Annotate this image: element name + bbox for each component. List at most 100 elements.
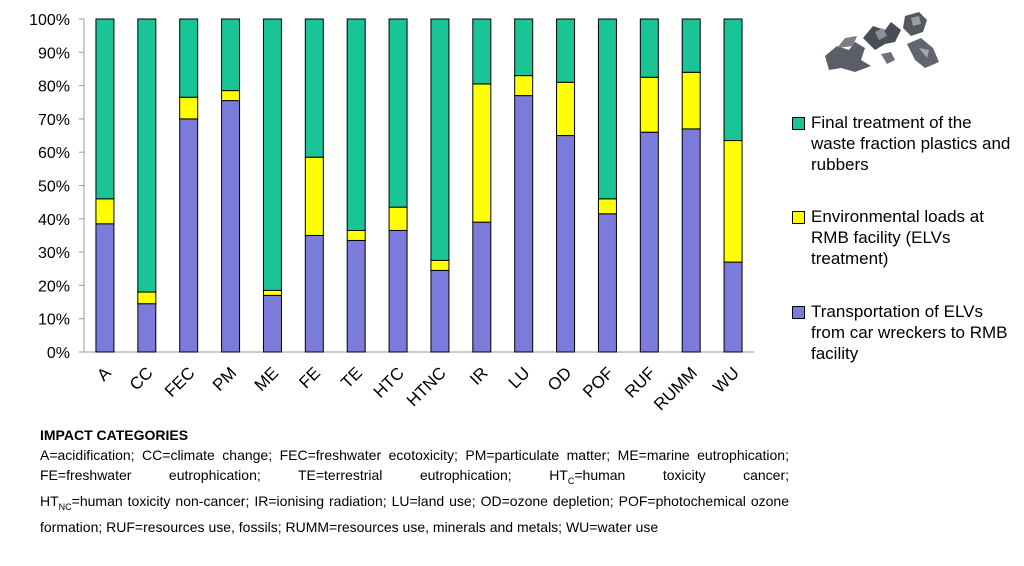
bar-segment-te-series-0 bbox=[346, 239, 366, 353]
bar-segment-ir-series-0 bbox=[472, 221, 492, 353]
chart-bars bbox=[95, 18, 743, 353]
legend-item-environmental-loads: Environmental loads at RMB facility (ELV… bbox=[792, 206, 1016, 269]
bar-segment-me-series-2 bbox=[262, 18, 282, 291]
bar-segment-rumm-series-1 bbox=[681, 71, 701, 130]
bar-segment-fec-series-2 bbox=[179, 18, 199, 98]
y-tick-label: 70% bbox=[38, 112, 70, 129]
y-tick-label: 90% bbox=[38, 45, 70, 62]
x-tick-label: LU bbox=[505, 363, 534, 392]
bar-segment-htnc-series-0 bbox=[430, 269, 450, 353]
notes-text-part1: A=acidification; CC=climate change; FEC=… bbox=[40, 447, 789, 483]
bar-segment-me-series-0 bbox=[262, 294, 282, 353]
x-tick-label: TE bbox=[337, 363, 366, 392]
bar-segment-wu-series-0 bbox=[723, 261, 743, 353]
x-tick-label: A bbox=[93, 363, 115, 385]
x-tick-label: HTNC bbox=[403, 363, 450, 410]
bar-segment-pm-series-2 bbox=[221, 18, 241, 92]
bar-segment-me-series-1 bbox=[262, 289, 282, 296]
bar-segment-cc-series-2 bbox=[137, 18, 157, 293]
legend-swatch-environmental-loads bbox=[792, 211, 805, 224]
bar-segment-cc-series-1 bbox=[137, 291, 157, 305]
bar-segment-a-series-2 bbox=[95, 18, 115, 200]
legend-swatch-transportation bbox=[792, 306, 805, 319]
bar-segment-htnc-series-1 bbox=[430, 259, 450, 271]
x-tick-label: WU bbox=[709, 363, 742, 396]
rubber-piece bbox=[911, 16, 921, 26]
bar-segment-te-series-1 bbox=[346, 229, 366, 241]
bar-segment-od-series-0 bbox=[556, 135, 576, 353]
bar-segment-fec-series-0 bbox=[179, 118, 199, 353]
legend-label-final-treatment: Final treatment of the waste fraction pl… bbox=[811, 113, 1011, 174]
x-tick-label: PM bbox=[209, 363, 240, 394]
x-tick-label: RUMM bbox=[650, 363, 701, 414]
legend-label-environmental-loads: Environmental loads at RMB facility (ELV… bbox=[811, 207, 984, 268]
bar-segment-od-series-1 bbox=[556, 81, 576, 137]
bar-segment-wu-series-1 bbox=[723, 140, 743, 263]
bar-segment-lu-series-0 bbox=[514, 95, 534, 353]
rubber-piece bbox=[825, 42, 871, 72]
x-tick-label: ME bbox=[251, 363, 282, 394]
bar-segment-pof-series-1 bbox=[597, 198, 617, 215]
bar-segment-pof-series-0 bbox=[597, 213, 617, 353]
legend-swatch-final-treatment bbox=[792, 117, 805, 130]
y-tick-label: 60% bbox=[38, 145, 70, 162]
bar-segment-wu-series-2 bbox=[723, 18, 743, 142]
bar-segment-ir-series-2 bbox=[472, 18, 492, 85]
stacked-bar-chart: 0% 10% 20% 30% 40% 50% 60% 70% 80% 90% 100% A CC FEC… bbox=[29, 12, 754, 414]
x-tick-label: FE bbox=[295, 363, 324, 392]
x-tick-label: POF bbox=[579, 363, 617, 401]
y-tick-label: 20% bbox=[38, 278, 70, 295]
bar-segment-pof-series-2 bbox=[597, 18, 617, 200]
x-tick-label: RUF bbox=[621, 363, 659, 401]
notes-text-part2: IR=ionising radiation; LU=land use; OD=o… bbox=[40, 492, 790, 535]
bar-segment-cc-series-0 bbox=[137, 303, 157, 353]
bar-segment-htc-series-0 bbox=[388, 229, 408, 353]
bar-segment-pm-series-1 bbox=[221, 90, 241, 102]
bar-segment-rumm-series-0 bbox=[681, 128, 701, 353]
bar-segment-htnc-series-2 bbox=[430, 18, 450, 261]
y-tick-label: 40% bbox=[38, 212, 70, 229]
legend-item-transportation: Transportation of ELVs from car wreckers… bbox=[792, 301, 1016, 364]
x-tick-label: FEC bbox=[161, 363, 198, 400]
rubber-piece bbox=[919, 48, 929, 58]
x-tick-label: OD bbox=[544, 363, 575, 394]
y-tick-label: 30% bbox=[38, 245, 70, 262]
notes-abbrev-htnc: HTNC=human toxicity non-cancer; bbox=[40, 492, 250, 512]
bar-segment-a-series-1 bbox=[95, 198, 115, 225]
rubber-piece bbox=[881, 52, 895, 64]
impact-categories-notes: IMPACT CATEGORIES A=acidification; CC=cl… bbox=[40, 425, 789, 537]
y-tick-label: 50% bbox=[38, 179, 70, 196]
notes-abbrev-htc: HTC=human toxicity cancer; bbox=[549, 467, 789, 486]
bar-segment-lu-series-1 bbox=[514, 75, 534, 97]
bar-segment-te-series-2 bbox=[346, 18, 366, 231]
bar-segment-a-series-0 bbox=[95, 223, 115, 353]
bar-segment-ruf-series-0 bbox=[639, 131, 659, 353]
x-tick-label: HTC bbox=[370, 363, 408, 401]
bar-segment-fec-series-1 bbox=[179, 96, 199, 120]
rubber-scraps-photo bbox=[825, 12, 939, 72]
y-axis-ticks: 0% 10% 20% 30% 40% 50% 60% 70% 80% 90% 100% bbox=[29, 12, 84, 362]
y-tick-label: 10% bbox=[38, 312, 70, 329]
bar-segment-fe-series-0 bbox=[304, 234, 324, 353]
bar-segment-htc-series-1 bbox=[388, 206, 408, 231]
bar-segment-htc-series-2 bbox=[388, 18, 408, 208]
legend-label-transportation: Transportation of ELVs from car wreckers… bbox=[811, 302, 1008, 363]
bar-segment-ruf-series-2 bbox=[639, 18, 659, 78]
bar-segment-pm-series-0 bbox=[221, 100, 241, 353]
rubber-piece bbox=[875, 28, 887, 40]
legend-item-final-treatment: Final treatment of the waste fraction pl… bbox=[792, 112, 1016, 175]
bar-segment-rumm-series-2 bbox=[681, 18, 701, 73]
x-tick-label: CC bbox=[126, 363, 157, 394]
bar-segment-lu-series-2 bbox=[514, 18, 534, 77]
rubber-piece bbox=[837, 36, 857, 48]
bar-segment-fe-series-2 bbox=[304, 18, 324, 158]
notes-body: A=acidification; CC=climate change; FEC=… bbox=[40, 445, 789, 537]
bar-segment-ir-series-1 bbox=[472, 83, 492, 223]
x-tick-label: IR bbox=[466, 363, 491, 388]
bar-segment-ruf-series-1 bbox=[639, 76, 659, 133]
y-tick-label: 80% bbox=[38, 79, 70, 96]
bar-segment-od-series-2 bbox=[556, 18, 576, 83]
notes-title: IMPACT CATEGORIES bbox=[40, 427, 189, 443]
bar-segment-fe-series-1 bbox=[304, 156, 324, 236]
